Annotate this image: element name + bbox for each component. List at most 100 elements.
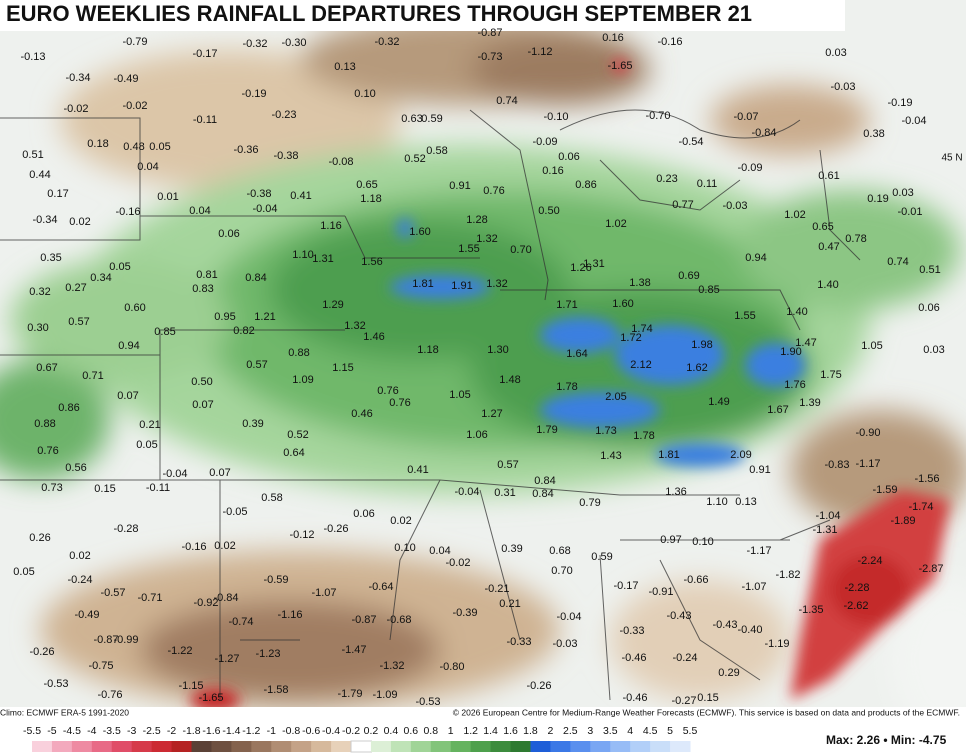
map-value: -1.79 <box>337 688 362 700</box>
map-value: 1.47 <box>795 337 816 349</box>
map-value: 0.83 <box>192 283 213 295</box>
map-value: 0.05 <box>13 566 34 578</box>
map-value: -1.17 <box>855 458 880 470</box>
map-value: -0.59 <box>263 574 288 586</box>
map-value: -0.21 <box>484 583 509 595</box>
map-value: -0.43 <box>666 610 691 622</box>
legend-label: 2.5 <box>563 725 578 737</box>
legend-label: 0.2 <box>364 725 379 737</box>
legend-swatch <box>51 741 73 752</box>
map-value: 0.94 <box>745 252 766 264</box>
map-value: 0.52 <box>287 429 308 441</box>
map-value: 0.82 <box>233 325 254 337</box>
map-value: -0.38 <box>273 150 298 162</box>
map-value: 1.81 <box>412 278 433 290</box>
map-value: -1.35 <box>798 604 823 616</box>
legend-swatch <box>590 741 611 752</box>
legend-label: 0.4 <box>384 725 399 737</box>
map-value: 0.06 <box>558 151 579 163</box>
map-value: 2.12 <box>630 359 651 371</box>
map-value: 0.39 <box>501 543 522 555</box>
map-value: -0.32 <box>374 36 399 48</box>
map-value: -0.38 <box>246 188 271 200</box>
map-value: 0.02 <box>69 216 90 228</box>
map-value: 1.18 <box>417 344 438 356</box>
legend-swatch <box>370 741 392 752</box>
legend-swatch <box>570 741 591 752</box>
legend-swatch <box>331 741 352 752</box>
legend-label: -4.5 <box>63 725 81 737</box>
map-value: 0.86 <box>58 402 79 414</box>
legend-label: -2 <box>167 725 176 737</box>
map-value: -0.66 <box>683 574 708 586</box>
map-value: 1.62 <box>686 362 707 374</box>
map-value: -0.26 <box>323 523 348 535</box>
map-value: -0.32 <box>242 38 267 50</box>
map-value: -0.04 <box>162 468 187 480</box>
title: EURO WEEKLIES RAINFALL DEPARTURES THROUG… <box>6 1 752 26</box>
legend-label: -4 <box>87 725 96 737</box>
legend-swatch <box>71 741 93 752</box>
map-value: -0.36 <box>233 144 258 156</box>
map-value: -0.49 <box>113 73 138 85</box>
map-value: 0.38 <box>863 128 884 140</box>
map-value: 1.31 <box>312 253 333 265</box>
map-value: 1.32 <box>486 278 507 290</box>
map-value: 0.35 <box>40 252 61 264</box>
map-value: -0.16 <box>657 36 682 48</box>
legend-label: -1.6 <box>202 725 220 737</box>
map-value: 0.02 <box>390 515 411 527</box>
map-value: 1.15 <box>332 362 353 374</box>
map-value: 0.02 <box>69 550 90 562</box>
map-value: 0.56 <box>65 462 86 474</box>
map-value: 0.23 <box>656 173 677 185</box>
map-value: 0.03 <box>825 47 846 59</box>
map-value: 1.18 <box>360 193 381 205</box>
legend-label: 2 <box>548 725 554 737</box>
map-value: 1.10 <box>292 249 313 261</box>
legend-label: -3.5 <box>103 725 121 737</box>
map-value: 1.27 <box>481 408 502 420</box>
legend-swatch <box>111 741 133 752</box>
map-value: 0.73 <box>41 482 62 494</box>
map-value: 1.05 <box>861 340 882 352</box>
map-value: -1.65 <box>607 60 632 72</box>
map-value: 0.34 <box>90 272 111 284</box>
map-value: 1.43 <box>600 450 621 462</box>
map-value: 0.50 <box>538 205 559 217</box>
map-value: 0.07 <box>117 390 138 402</box>
map-value: -0.23 <box>271 109 296 121</box>
map-value: 0.13 <box>735 496 756 508</box>
map-value: -2.24 <box>857 555 882 567</box>
map-value: -1.74 <box>908 501 933 513</box>
map-value: -0.71 <box>137 592 162 604</box>
map-value: 0.21 <box>499 598 520 610</box>
map-value: -0.02 <box>63 103 88 115</box>
map-value: 1.72 <box>620 332 641 344</box>
legend-label: 3 <box>587 725 593 737</box>
map-value: 1.76 <box>784 379 805 391</box>
map-value: 0.94 <box>118 340 139 352</box>
map-value: -1.19 <box>764 638 789 650</box>
map-value: 0.65 <box>812 221 833 233</box>
map-value: 0.61 <box>818 170 839 182</box>
map-value: 0.74 <box>496 95 517 107</box>
map-values: -0.13 -0.79 -0.17 -0.32 -0.30 -0.32 -0.87 0.16 -… <box>13 27 944 708</box>
map-value: 0.78 <box>845 233 866 245</box>
map-value: -0.16 <box>181 541 206 553</box>
map-value: -0.33 <box>619 625 644 637</box>
map-value: -0.04 <box>252 203 277 215</box>
map-value: -0.83 <box>824 459 849 471</box>
map-value: -0.08 <box>328 156 353 168</box>
map-value: 1.21 <box>254 311 275 323</box>
legend-swatch <box>650 741 671 752</box>
legend-swatch <box>490 741 512 752</box>
map-value: 1.73 <box>595 425 616 437</box>
map-value: -0.19 <box>241 88 266 100</box>
map-value: -0.46 <box>622 692 647 704</box>
map-value: -1.22 <box>167 645 192 657</box>
map-value: 0.70 <box>510 244 531 256</box>
legend-swatch <box>630 741 651 752</box>
map-value: 1.46 <box>363 331 384 343</box>
